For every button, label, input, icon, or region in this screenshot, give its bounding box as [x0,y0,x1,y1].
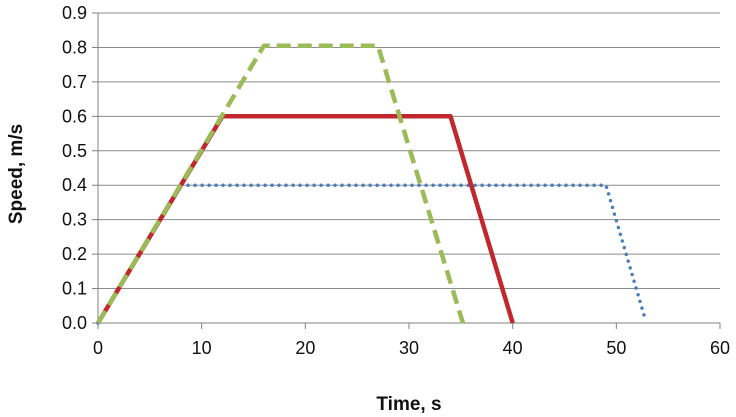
y-tick-label: 0.9 [62,3,87,23]
series-line-solid [96,114,515,325]
y-tick-label: 0.2 [62,244,87,264]
axes [92,12,721,329]
y-axis-title: Speed, m/s [6,124,27,224]
y-tick-label: 0.4 [62,175,87,195]
y-tick-label: 0.7 [62,72,87,92]
y-tick-label: 0.5 [62,141,87,161]
x-tick-label: 0 [93,338,103,358]
x-axis-title: Time, s [376,394,441,415]
series-line-dashed [96,43,466,325]
x-tick-label: 40 [503,338,523,358]
x-tick-label: 30 [399,338,419,358]
series-group [96,43,647,325]
y-tick-label: 0.8 [62,37,87,57]
tick-labels: 0.0 0.1 0.2 0.3 0.4 0.5 0.6 0.7 0.8 0.9 0 10 20 30 40 5… [62,3,730,358]
y-tick-label: 0.0 [62,313,87,333]
x-tick-label: 20 [295,338,315,358]
y-tick-label: 0.6 [62,106,87,126]
y-tick-label: 0.1 [62,279,87,299]
x-tick-label: 10 [192,338,212,358]
y-tick-label: 0.3 [62,210,87,230]
x-tick-label: 60 [710,338,730,358]
x-tick-label: 50 [606,338,626,358]
